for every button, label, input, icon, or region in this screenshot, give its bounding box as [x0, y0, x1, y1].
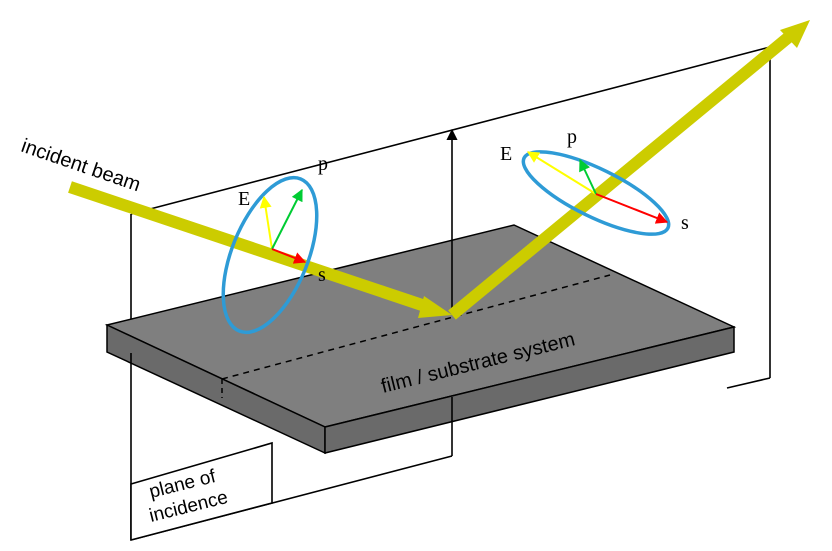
- reflected-s-label: s: [681, 212, 689, 234]
- incident-s-label: s: [318, 264, 326, 286]
- slab-top-face: [104, 224, 737, 428]
- incident-E-label: E: [238, 188, 250, 210]
- plane-of-incidence-label-box: plane of incidence: [130, 441, 273, 542]
- reflected-vector-p: [579, 158, 597, 195]
- incident-polarization: E p s: [221, 153, 328, 335]
- reflected-beam-head: [780, 20, 810, 48]
- incident-vector-s: [271, 248, 307, 264]
- reflected-beam: [448, 20, 810, 320]
- reflected-polarization-ellipse: [521, 150, 671, 236]
- incident-polarization-ellipse: [221, 175, 319, 335]
- reflected-beam-shaft: [448, 31, 794, 320]
- incident-beam-head: [418, 296, 452, 318]
- reflected-p-label: p: [567, 126, 577, 148]
- label-box-outline: [130, 441, 273, 542]
- intersection-dashed-line: [221, 274, 611, 380]
- plane-bottom-right-edge: [726, 377, 771, 389]
- incident-vector-E: [259, 195, 273, 250]
- incident-vector-p: [271, 188, 303, 250]
- reflected-vector-E: [526, 151, 597, 195]
- film-substrate-slab: film / substrate system: [104, 224, 737, 455]
- incident-beam: incident beam: [18, 135, 452, 318]
- reflected-polarization: E p s: [500, 126, 689, 236]
- reflected-E-label: E: [500, 143, 512, 165]
- reflected-vector-s: [595, 193, 669, 224]
- incident-p-label: p: [318, 153, 328, 175]
- incident-beam-shaft: [68, 181, 430, 313]
- slab-right-face: [324, 326, 735, 454]
